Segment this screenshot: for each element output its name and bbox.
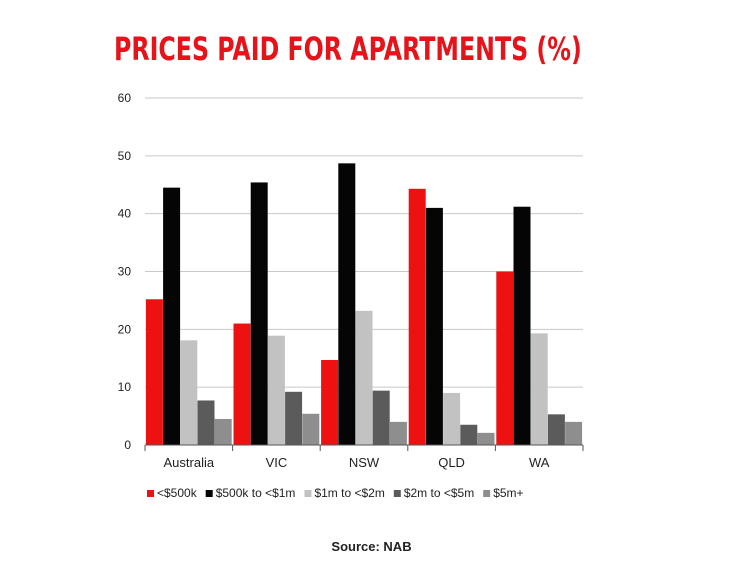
bar [443,392,461,445]
chart-title: PRICES PAID FOR APARTMENTS (%) [114,30,582,68]
bar [355,310,373,445]
x-tick-label: Australia [164,455,215,470]
legend-label: <$500k [157,486,198,500]
legend-label: $5m+ [493,486,523,500]
bar [267,335,285,445]
bar [321,359,339,445]
bar [233,323,251,445]
x-tick-label: VIC [266,455,288,470]
bar [285,391,303,445]
bar [513,206,531,445]
x-tick-label: QLD [438,455,465,470]
legend: <$500k $500k to <$1m $1m to <$2m $2m to <$5… [147,486,524,500]
category-labels: Australia VIC NSW QLD WA [164,455,550,470]
y-tick-label: 30 [118,265,132,279]
source-note: Source: NAB [331,539,412,554]
bars [145,163,583,446]
bar [389,421,407,445]
legend-label: $2m to <$5m [404,486,474,500]
legend-swatch [147,490,154,497]
y-tick-label: 50 [118,149,132,163]
legend-swatch [205,490,213,497]
legend-swatch [304,490,312,497]
bar [163,187,181,445]
bar [408,188,426,445]
bar [197,400,215,445]
bar [145,299,163,445]
x-axis [144,444,584,451]
x-tick-label: WA [529,455,550,470]
y-tick-label: 10 [118,380,132,394]
bar [180,340,198,445]
legend-swatch [483,490,491,497]
bar [565,421,583,445]
bar [477,432,495,445]
legend-label: $500k to <$1m [216,486,296,500]
legend-swatch [393,490,401,497]
bar [214,418,232,445]
bar [496,271,514,445]
bar [460,424,478,445]
y-tick-label: 20 [118,322,132,336]
bar [372,390,390,445]
bar [547,414,565,445]
x-tick-label: NSW [349,455,380,470]
y-tick-label: 40 [118,207,132,221]
bar [302,413,320,445]
y-tick-label: 60 [118,91,132,105]
bar [425,207,443,445]
y-tick-label: 0 [124,438,131,452]
y-axis-ticks: 0 10 20 30 40 50 60 [118,91,132,452]
bar [530,333,548,445]
bar [338,163,356,445]
bar [250,182,268,446]
legend-label: $1m to <$2m [314,486,384,500]
